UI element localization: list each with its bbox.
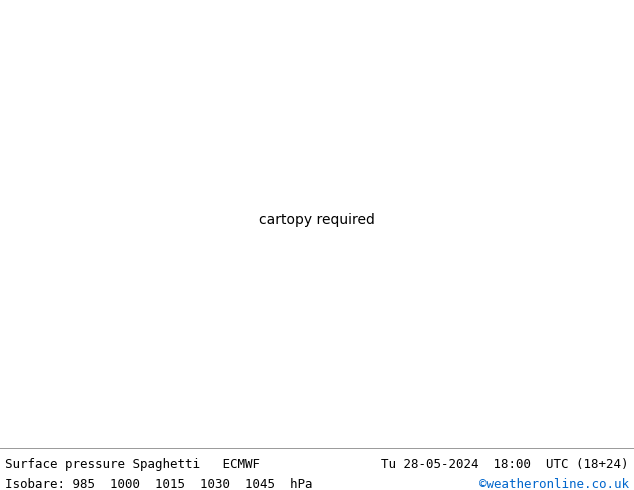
Text: ©weatheronline.co.uk: ©weatheronline.co.uk <box>479 478 629 490</box>
Text: Tu 28-05-2024  18:00  UTC (18+24): Tu 28-05-2024 18:00 UTC (18+24) <box>382 458 629 470</box>
Text: cartopy required: cartopy required <box>259 213 375 227</box>
Text: Surface pressure Spaghetti   ECMWF: Surface pressure Spaghetti ECMWF <box>5 458 260 470</box>
Text: Isobare: 985  1000  1015  1030  1045  hPa: Isobare: 985 1000 1015 1030 1045 hPa <box>5 478 313 490</box>
